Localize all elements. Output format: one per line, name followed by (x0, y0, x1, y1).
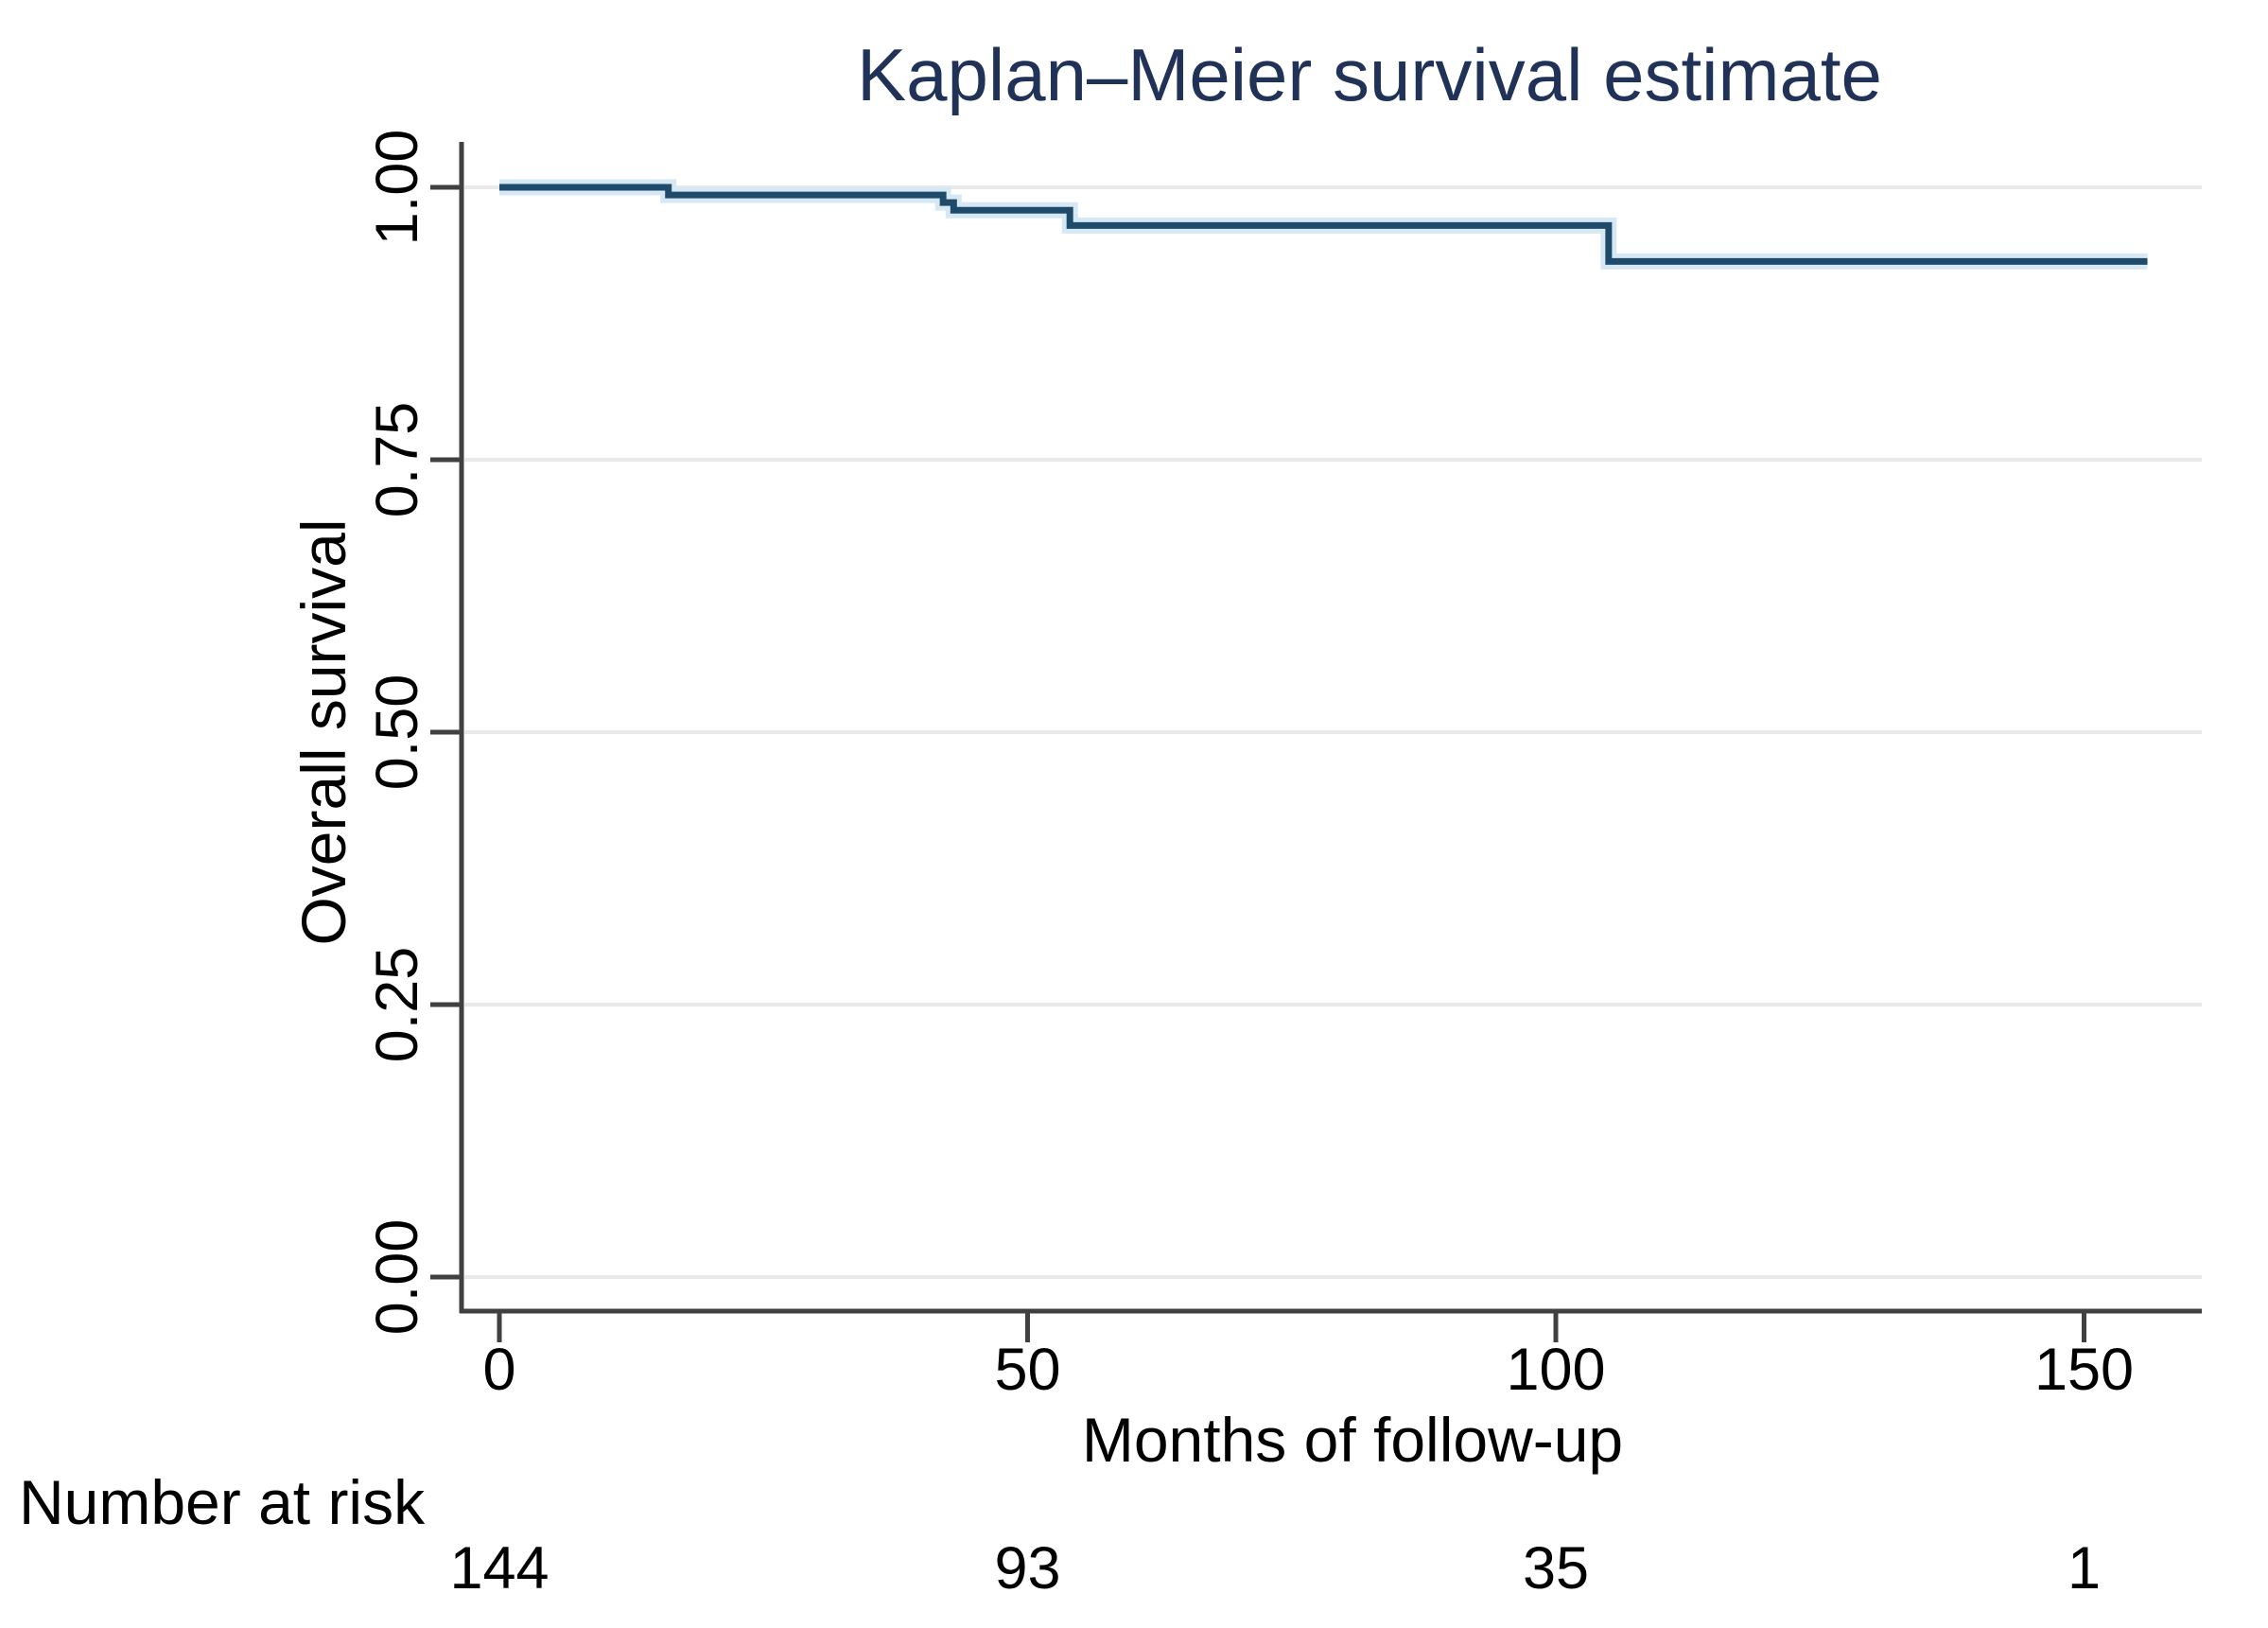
y-tick-label-0.25: 0.25 (364, 946, 430, 1063)
y-tick-label-0.00: 0.00 (364, 1218, 430, 1336)
x-tick-label-50: 50 (994, 1337, 1061, 1403)
y-tick-label-1.00: 1.00 (364, 129, 430, 246)
x-tick-label-150: 150 (2033, 1337, 2135, 1403)
x-axis-title: Months of follow-up (1081, 1405, 1624, 1475)
survival-curve (499, 184, 2148, 265)
risk-value-month-150: 1 (2067, 1535, 2102, 1602)
y-tick-label-0.50: 0.50 (364, 674, 430, 791)
x-tick-label-0: 0 (482, 1337, 516, 1403)
y-tick-label-0.75: 0.75 (364, 401, 430, 518)
x-tick-label-100: 100 (1506, 1337, 1606, 1403)
chart-title: Kaplan–Meier survival estimate (857, 33, 1882, 116)
y-axis-title: Overall survival (288, 518, 358, 946)
number-at-risk-header: Number at risk (19, 1467, 426, 1537)
risk-value-month-0: 144 (449, 1535, 550, 1602)
risk-value-month-100: 35 (1522, 1535, 1590, 1602)
risk-value-month-50: 93 (994, 1535, 1061, 1602)
